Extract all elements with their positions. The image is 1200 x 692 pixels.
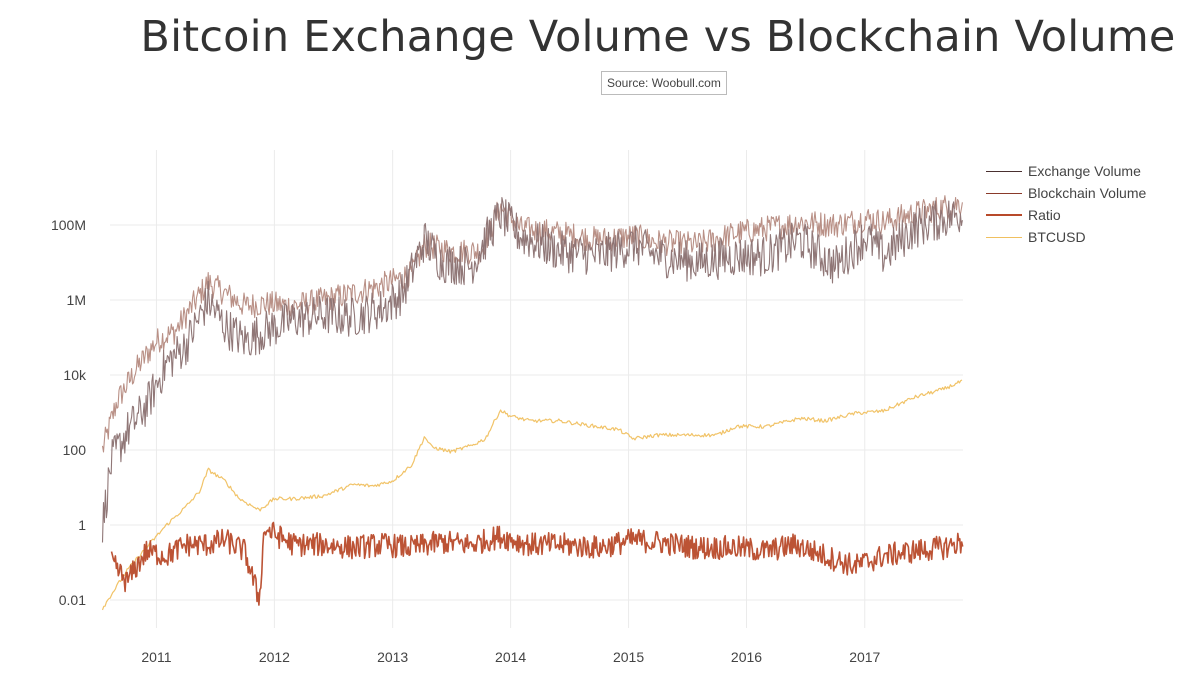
- legend-item-ratio[interactable]: Ratio: [986, 204, 1146, 226]
- legend-item-blockchain-volume[interactable]: Blockchain Volume: [986, 182, 1146, 204]
- series-line-btcusd: [101, 379, 963, 611]
- legend-label: Exchange Volume: [1028, 163, 1141, 179]
- y-tick-label: 100: [63, 442, 87, 458]
- legend-item-btcusd[interactable]: BTCUSD: [986, 226, 1146, 248]
- y-tick-label: 1: [78, 517, 86, 533]
- y-tick-label: 10k: [63, 367, 87, 383]
- legend-swatch: [986, 170, 1022, 172]
- x-tick-label: 2017: [849, 649, 880, 665]
- y-tick-label: 100M: [51, 217, 86, 233]
- legend-swatch: [986, 214, 1022, 216]
- x-tick-label: 2011: [141, 649, 171, 665]
- chart-title: Bitcoin Exchange Volume vs Blockchain Vo…: [140, 12, 1176, 62]
- x-axis-ticks: 2011 2012 2013 2014 2015 2016 2017: [141, 649, 880, 665]
- x-tick-label: 2014: [495, 649, 526, 665]
- legend-label: Ratio: [1028, 207, 1061, 223]
- y-tick-label: 1M: [67, 292, 86, 308]
- grid-lines: [110, 150, 963, 628]
- series-line-ratio: [110, 521, 964, 606]
- series-line-exchange-volume: [101, 197, 963, 543]
- legend[interactable]: Exchange Volume Blockchain Volume Ratio …: [986, 160, 1146, 248]
- legend-item-exchange-volume[interactable]: Exchange Volume: [986, 160, 1146, 182]
- source-badge: Source: Woobull.com: [601, 71, 727, 95]
- legend-swatch: [986, 192, 1022, 194]
- legend-label: BTCUSD: [1028, 229, 1086, 245]
- legend-swatch: [986, 236, 1022, 238]
- series-line-blockchain-volume: [101, 195, 963, 453]
- x-tick-label: 2013: [377, 649, 408, 665]
- y-axis-ticks: 0.01 1 100 10k 1M 100M: [51, 217, 87, 608]
- y-tick-label: 0.01: [59, 592, 86, 608]
- x-tick-label: 2015: [613, 649, 644, 665]
- legend-label: Blockchain Volume: [1028, 185, 1147, 201]
- x-tick-label: 2016: [731, 649, 762, 665]
- series-lines: [101, 195, 964, 611]
- x-tick-label: 2012: [259, 649, 290, 665]
